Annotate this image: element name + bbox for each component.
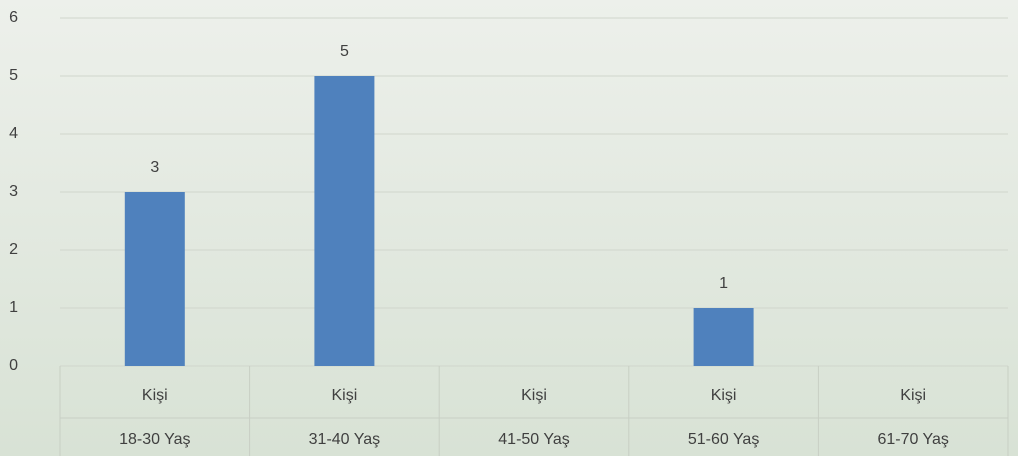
y-tick-label: 5	[9, 67, 18, 84]
x-group-label: 41-50 Yaş	[498, 431, 569, 448]
x-tick-label: Kişi	[332, 387, 358, 404]
bar	[124, 192, 185, 366]
x-tick-label: Kişi	[900, 387, 926, 404]
x-group-label: 18-30 Yaş	[119, 431, 190, 448]
x-tick-label: Kişi	[142, 387, 168, 404]
y-tick-label: 3	[9, 183, 18, 200]
data-label: 3	[150, 159, 159, 176]
y-tick-label: 6	[9, 9, 18, 26]
x-group-label: 31-40 Yaş	[309, 431, 380, 448]
x-tick-label: Kişi	[521, 387, 547, 404]
data-label: 1	[719, 275, 728, 292]
data-label: 5	[340, 43, 349, 60]
bar	[314, 76, 375, 366]
y-tick-label: 2	[9, 241, 18, 258]
y-tick-label: 0	[9, 357, 18, 374]
x-tick-label: Kişi	[711, 387, 737, 404]
x-group-label: 61-70 Yaş	[877, 431, 948, 448]
y-tick-label: 1	[9, 299, 18, 316]
bar	[693, 308, 754, 366]
y-tick-label: 4	[9, 125, 18, 142]
x-group-label: 51-60 Yaş	[688, 431, 759, 448]
